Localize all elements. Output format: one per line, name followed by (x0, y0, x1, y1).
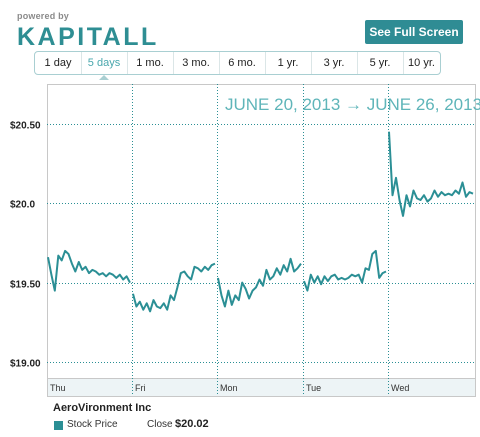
tab-1-day[interactable]: 1 day (35, 52, 82, 74)
full-screen-button[interactable]: See Full Screen (365, 20, 463, 44)
tab-3-years[interactable]: 3 yr. (311, 52, 358, 74)
x-tick-label: Fri (135, 383, 146, 393)
tab-3-months[interactable]: 3 mo. (173, 52, 220, 74)
price-line-segment (132, 262, 216, 313)
x-axis-band (47, 378, 476, 397)
y-tick-label: $19.50 (10, 280, 41, 291)
tab-1-year[interactable]: 1 yr. (265, 52, 312, 74)
tab-5-days[interactable]: 5 days (81, 52, 128, 80)
x-tick-label: Thu (50, 383, 66, 393)
y-tick-label: $20.50 (10, 121, 41, 132)
price-line-segment (47, 249, 131, 292)
legend-label: Stock Price (67, 419, 118, 430)
powered-by-text: powered by (17, 11, 70, 21)
close-value: $20.02 (175, 418, 209, 430)
tab-10-years[interactable]: 10 yr. (408, 57, 435, 69)
legend-swatch (54, 421, 63, 430)
tab-6-months[interactable]: 6 mo. (219, 52, 266, 74)
y-tick-label: $20.0 (10, 200, 35, 211)
x-tick-label: Wed (391, 383, 409, 393)
x-tick-labels: Thu Fri Mon Tue Wed (50, 383, 409, 393)
kapitall-logo[interactable]: KAPITALL (17, 23, 159, 51)
y-tick-label: $19.00 (10, 359, 41, 370)
range-tabs: 1 day 5 days 1 mo. 3 mo. 6 mo. 1 yr. 3 y… (34, 51, 441, 80)
tab-5-years[interactable]: 5 yr. (357, 52, 404, 74)
price-line-segment (388, 131, 474, 217)
price-series (47, 131, 474, 313)
close-label: Close (147, 419, 173, 430)
x-tick-label: Tue (306, 383, 321, 393)
tab-1-month[interactable]: 1 mo. (127, 52, 174, 74)
x-gridlines (132, 84, 389, 396)
price-line-segment (303, 249, 387, 292)
plot-border (47, 84, 476, 379)
date-range-label: JUNE 20, 2013 → JUNE 26, 2013 (225, 95, 480, 114)
price-line-segment (217, 257, 302, 308)
y-gridlines (47, 124, 475, 363)
x-tick-label: Mon (220, 383, 238, 393)
company-name: AeroVironment Inc (53, 402, 152, 414)
y-tick-labels: $20.50 $20.0 $19.50 $19.00 (10, 121, 41, 370)
